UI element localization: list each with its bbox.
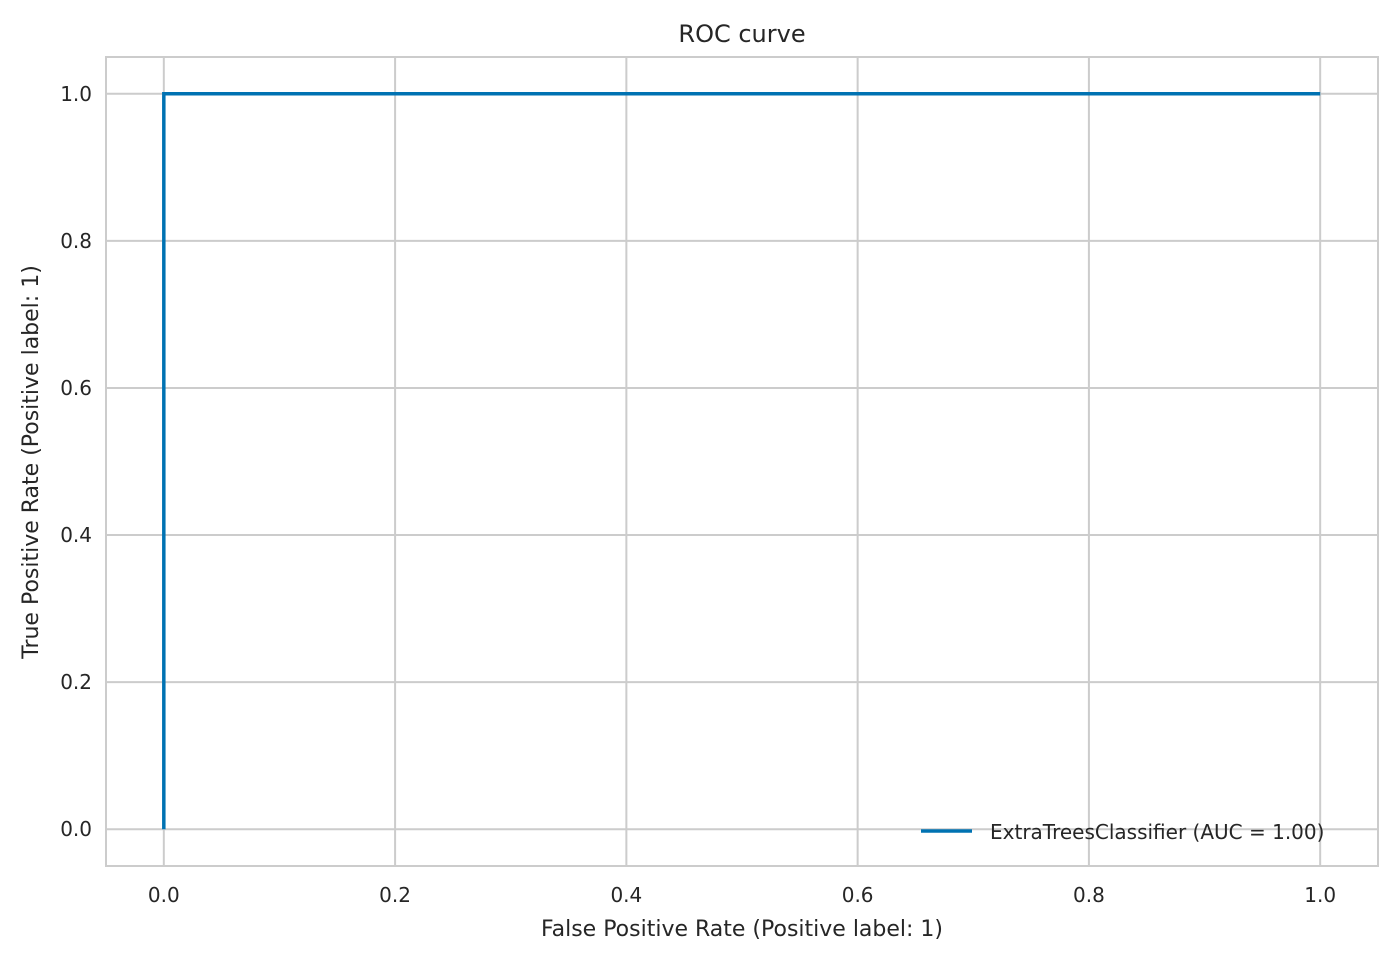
series-layer (162, 92, 1321, 830)
legend-label: ExtraTreesClassifier (AUC = 1.00) (990, 820, 1324, 844)
x-tick-label: 0.2 (379, 883, 411, 907)
y-tick-label: 0.4 (60, 523, 92, 547)
x-axis-label: False Positive Rate (Positive label: 1) (541, 917, 943, 942)
y-tick-label: 0.0 (60, 817, 92, 841)
y-tick-label: 0.6 (60, 376, 92, 400)
y-tick-label: 0.2 (60, 670, 92, 694)
x-tick-label: 0.8 (1073, 883, 1105, 907)
plot-area (106, 57, 1378, 866)
roc-curve-line (162, 92, 1321, 830)
y-tick-label: 0.8 (60, 229, 92, 253)
x-tick-label: 0.0 (148, 883, 180, 907)
y-tick-label: 1.0 (60, 82, 92, 106)
x-tick-label: 1.0 (1304, 883, 1336, 907)
x-tick-label: 0.6 (842, 883, 874, 907)
chart-title: ROC curve (678, 20, 805, 48)
x-tick-labels: 0.0 0.2 0.4 0.6 0.8 1.0 (148, 883, 1336, 907)
y-tick-labels: 0.0 0.2 0.4 0.6 0.8 1.0 (60, 82, 92, 841)
y-axis-label: True Positive Rate (Positive label: 1) (19, 265, 44, 660)
plot-frame (105, 56, 1379, 867)
x-tick-label: 0.4 (610, 883, 642, 907)
legend: ExtraTreesClassifier (AUC = 1.00) (921, 820, 1324, 844)
